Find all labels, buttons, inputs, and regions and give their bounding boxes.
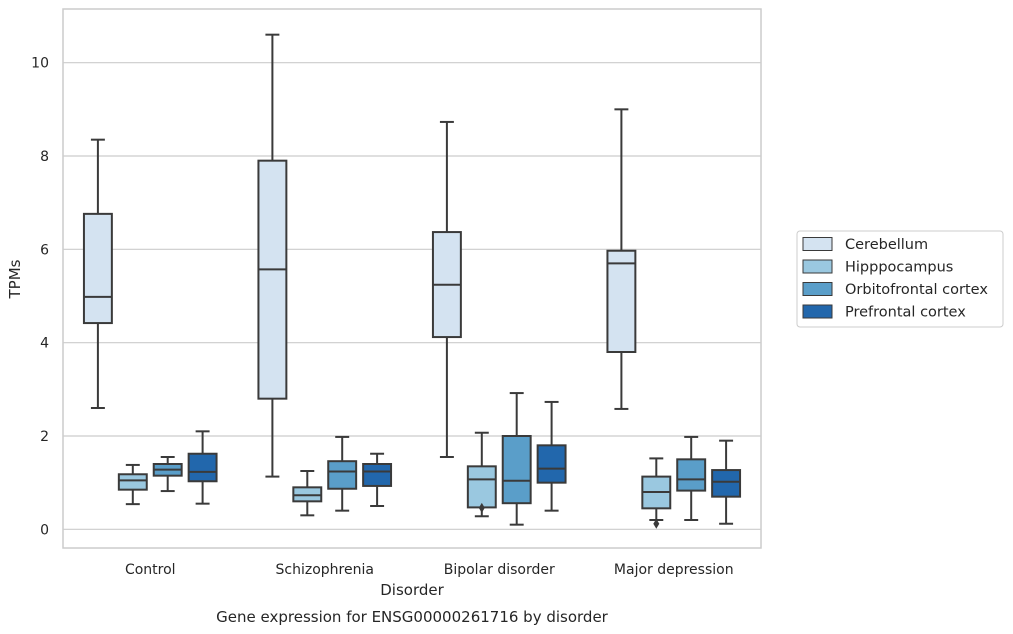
box [466,431,497,518]
box [431,120,462,458]
chart-title: Gene expression for ENSG00000261716 by d… [216,608,609,626]
x-tick-label: Schizophrenia [276,562,374,578]
outlier-point [478,502,485,513]
box-body [82,212,113,325]
y-axis-label: TPMs [6,259,24,299]
box [606,108,637,410]
box [152,456,183,493]
series-cerebellum [82,33,637,478]
legend-label: Prefrontal cortex [845,305,966,321]
y-tick-label: 8 [40,149,49,165]
legend-item: Orbitofrontal cortex [802,282,988,298]
plot-frame [62,8,762,549]
box [187,430,218,505]
box [292,470,323,517]
box-body [362,463,393,487]
y-tick-label: 2 [40,429,49,445]
legend-swatch [802,304,833,319]
legend-item: Prefrontal cortex [802,304,966,321]
box [501,392,532,526]
legend-swatch [802,237,833,251]
box [711,439,742,525]
legend-label: Hipppocampus [845,260,953,276]
y-tick-label: 4 [40,336,49,352]
x-tick-label: Bipolar disorder [444,562,555,578]
legend-swatch [802,282,833,296]
outlier-point [653,518,660,529]
box [327,435,358,512]
x-tick-label: Major depression [614,562,734,578]
box [117,463,148,506]
x-axis-ticks: Control Schizophrenia Bipolar disorder Majo… [125,562,734,578]
box-body [501,435,532,505]
x-tick-label: Control [125,562,176,578]
y-tick-label: 10 [31,56,49,72]
plot-layer [82,33,742,529]
box-body [711,469,742,498]
series-orbitofrontal-cortex [152,392,707,526]
legend-items: Cerebellum Hipppocampus Orbitofrontal cort… [802,237,988,321]
legend: Cerebellum Hipppocampus Orbitofrontal cort… [796,230,1004,328]
box-body [117,473,148,491]
box [676,435,707,521]
legend-frame [796,230,1004,328]
box [362,452,393,507]
series-prefrontal-cortex [187,400,742,525]
legend-label: Cerebellum [845,237,928,253]
box [536,400,567,512]
box-body [466,465,497,509]
box-body [187,452,218,483]
box-body [606,249,637,354]
legend-item: Cerebellum [802,237,928,253]
legend-label: Orbitofrontal cortex [845,282,988,298]
box [641,457,672,529]
legend-swatch [802,259,833,274]
box [82,138,113,409]
box-body [257,159,288,400]
box-body [536,444,567,484]
x-axis-label: Disorder [380,581,444,599]
box-body [327,460,358,490]
y-axis-ticks: 0 2 4 6 8 10 [31,56,49,539]
series-hipppocampus [117,431,672,529]
grid-layer [63,62,761,530]
y-tick-label: 0 [40,522,49,538]
legend-item: Hipppocampus [802,259,953,276]
y-tick-label: 6 [40,242,49,258]
box [257,33,288,478]
box-body [676,458,707,492]
